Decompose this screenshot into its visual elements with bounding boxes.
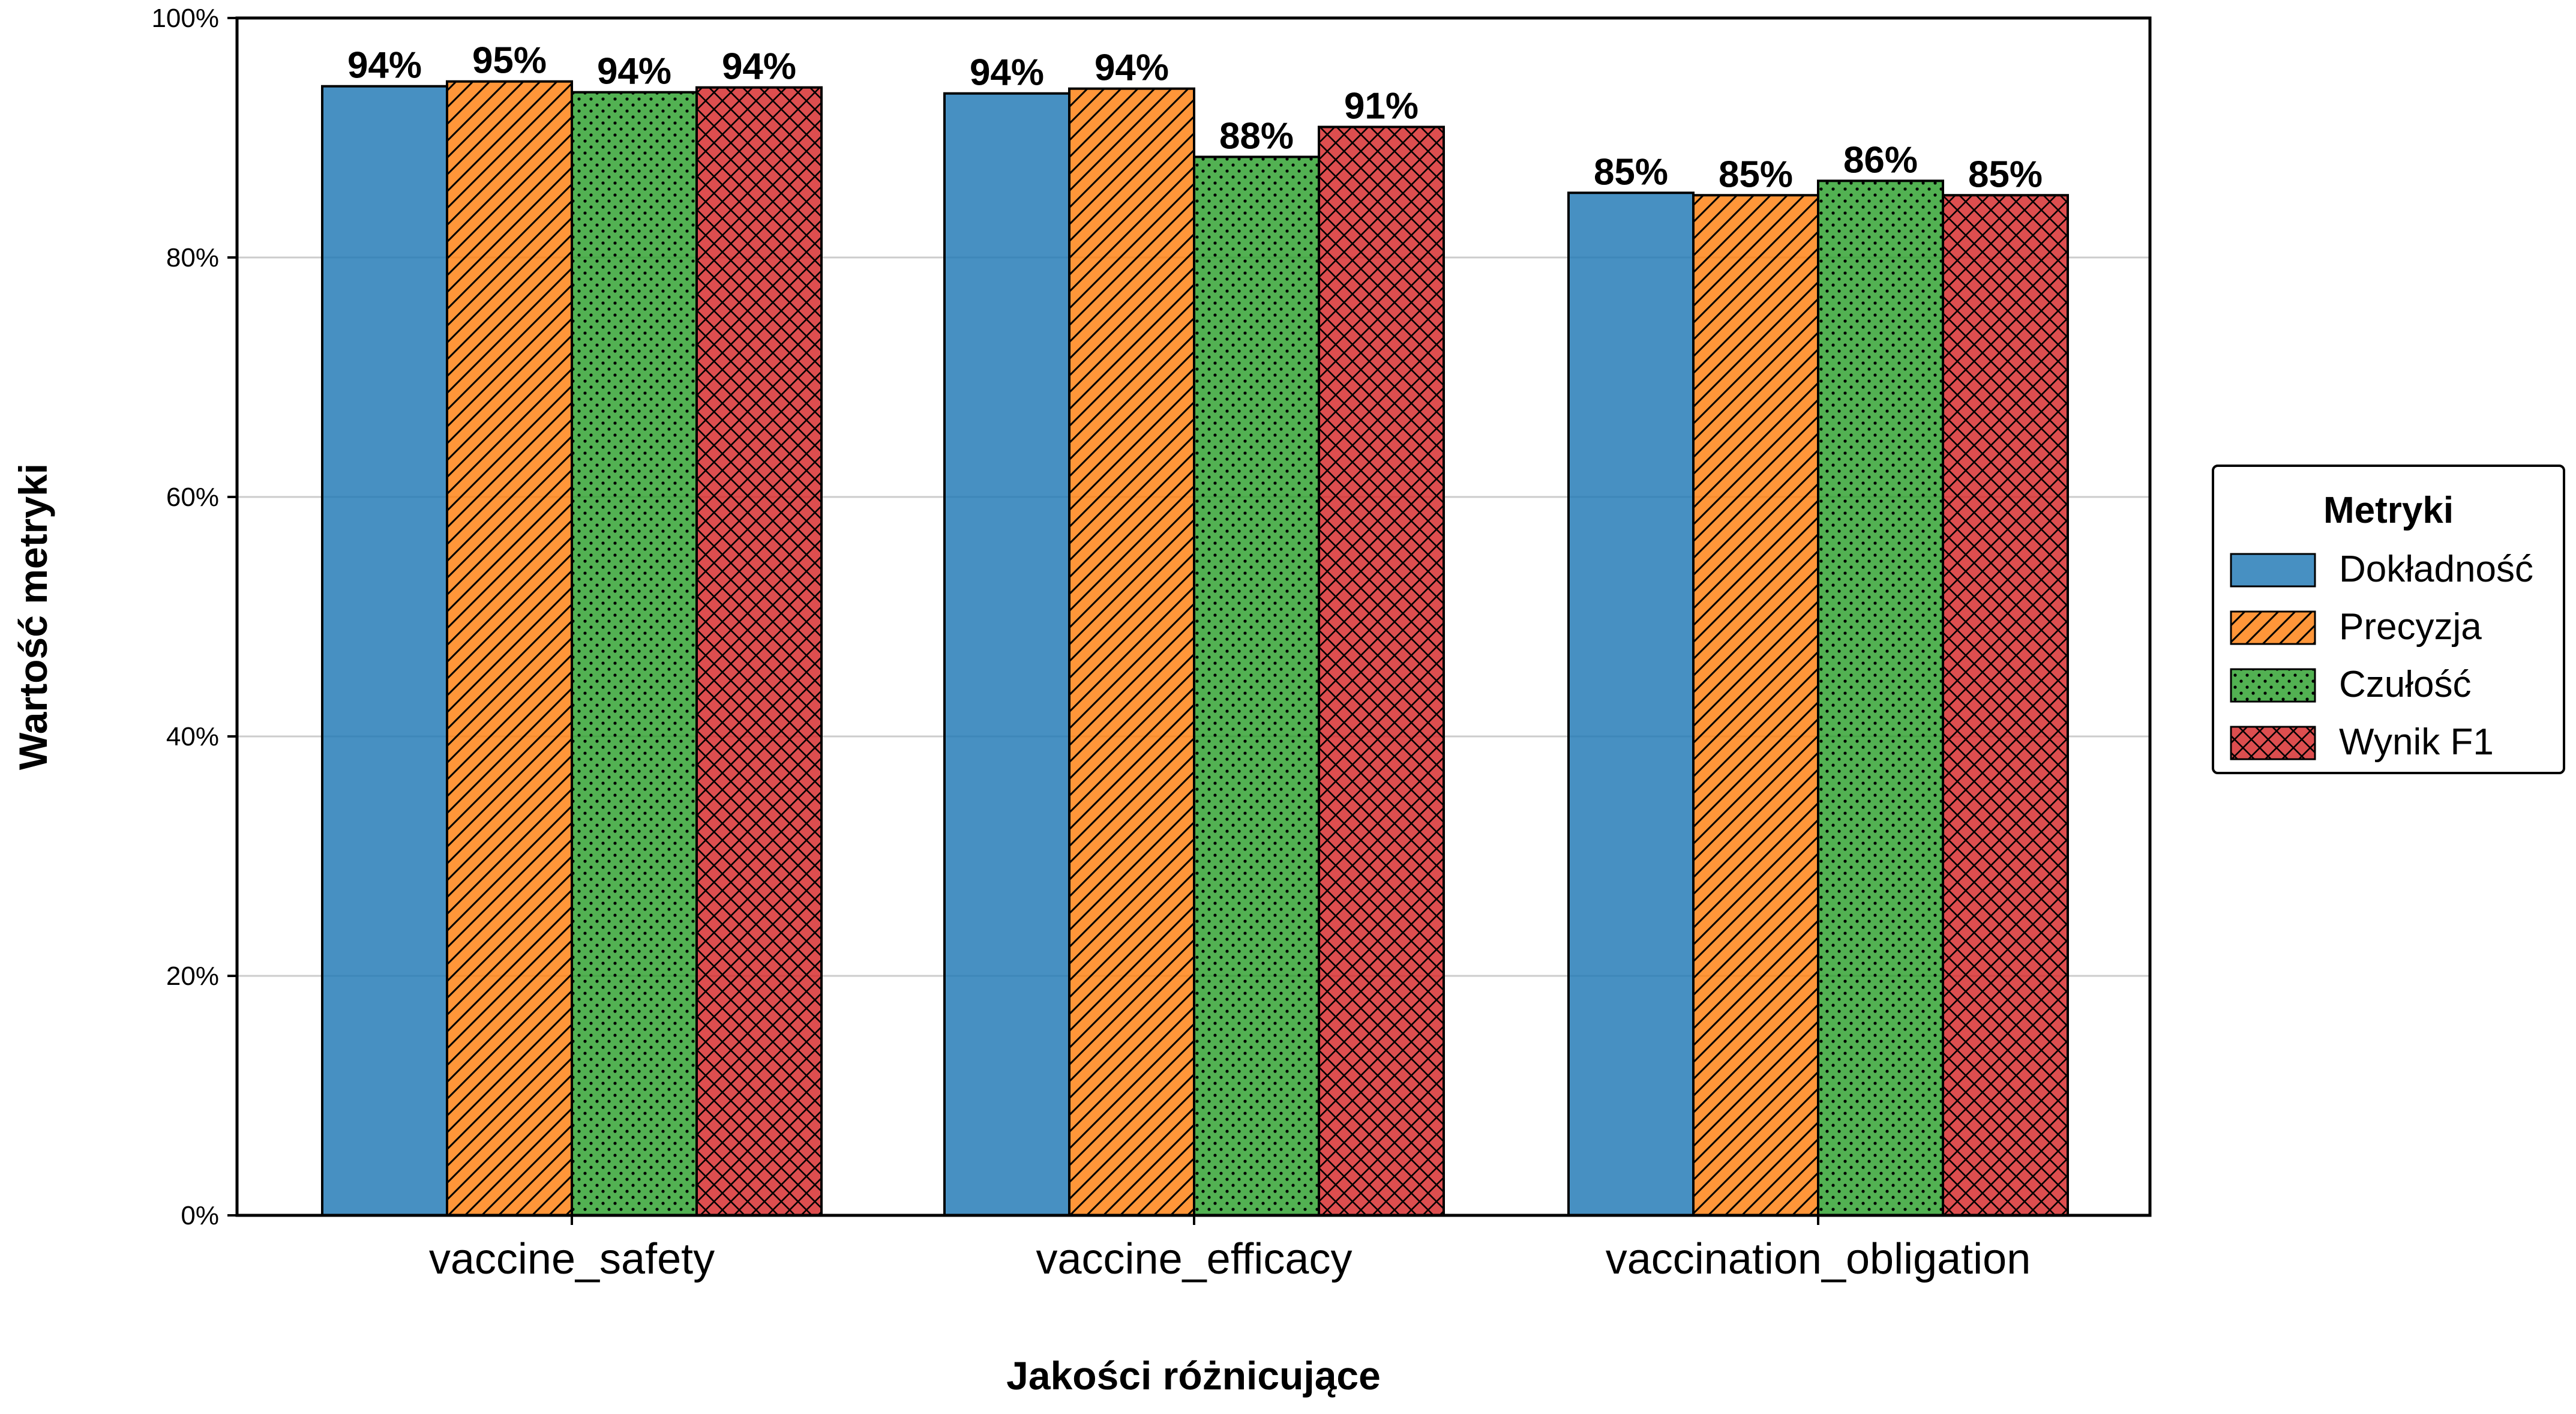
legend-label: Wynik F1 <box>2339 721 2494 763</box>
bar <box>1569 193 1693 1215</box>
legend-swatch-outline <box>2230 668 2316 703</box>
y-tick-label: 80% <box>166 243 219 272</box>
bar-pattern <box>1069 88 1194 1216</box>
y-tick-label: 100% <box>151 4 219 33</box>
y-tick-label: 20% <box>166 961 219 991</box>
y-axis-ticks: 0% 20% 40% 60% 80% 100% <box>151 4 237 1230</box>
legend-swatch-pattern <box>2231 669 2315 702</box>
legend-swatch-pattern <box>2231 612 2315 644</box>
y-axis-title: Wartość metryki <box>11 463 55 770</box>
y-tick-label: 0% <box>181 1201 219 1230</box>
legend-swatch-outline <box>2230 610 2316 645</box>
y-tick-label: 60% <box>166 483 219 512</box>
bar-pattern <box>1693 195 1818 1215</box>
data-label: 91% <box>1344 86 1419 127</box>
bar-pattern <box>1818 181 1943 1215</box>
legend: Metryki Dokładność Precyzja Czułość Wynik F… <box>2212 465 2565 774</box>
data-label: 88% <box>1219 115 1294 157</box>
legend-swatch-pattern <box>2231 727 2315 759</box>
bar-pattern <box>1943 195 2068 1215</box>
data-label: 94% <box>347 45 422 86</box>
legend-swatch-outline <box>2230 553 2316 588</box>
data-label: 85% <box>1594 151 1668 193</box>
data-labels: 94% 94% 85% 95% 94% 85% 94% 88% 86% 94% 91% 85% <box>347 40 2043 196</box>
data-label: 94% <box>970 52 1044 94</box>
bar <box>944 93 1069 1215</box>
legend-label: Precyzja <box>2339 606 2482 648</box>
x-axis-title: Jakości różnicujące <box>1006 1353 1381 1398</box>
legend-item: Wynik F1 <box>2230 721 2494 763</box>
data-label: 85% <box>1968 154 2043 195</box>
bar-pattern <box>572 92 697 1216</box>
legend-item: Czułość <box>2230 664 2472 705</box>
data-label: 94% <box>1094 47 1169 89</box>
bar-pattern <box>697 87 821 1216</box>
bar <box>322 86 447 1216</box>
data-label: 86% <box>1843 139 1918 181</box>
x-tick-label: vaccine_safety <box>429 1235 715 1283</box>
x-axis-ticks: vaccine_safety vaccine_efficacy vaccinatio… <box>429 1215 2031 1283</box>
legend-label: Dokładność <box>2339 549 2533 590</box>
legend-title: Metryki <box>2323 490 2454 531</box>
data-label: 95% <box>472 40 547 82</box>
bar-pattern <box>1319 127 1444 1215</box>
legend-item: Dokładność <box>2230 549 2533 590</box>
data-label: 85% <box>1719 154 1793 195</box>
bar-pattern <box>1194 157 1319 1215</box>
legend-item: Precyzja <box>2230 606 2482 648</box>
x-tick-label: vaccine_efficacy <box>1036 1235 1353 1283</box>
data-label: 94% <box>597 51 671 92</box>
legend-label: Czułość <box>2339 664 2472 705</box>
legend-swatch <box>2231 554 2315 586</box>
y-tick-label: 40% <box>166 722 219 751</box>
legend-swatch-outline <box>2230 726 2316 760</box>
x-tick-label: vaccination_obligation <box>1606 1235 2031 1283</box>
legend-items: Dokładność Precyzja Czułość Wynik F1 <box>2230 549 2533 763</box>
bar-pattern <box>447 81 572 1216</box>
bars <box>321 80 2069 1217</box>
data-label: 94% <box>722 46 796 88</box>
